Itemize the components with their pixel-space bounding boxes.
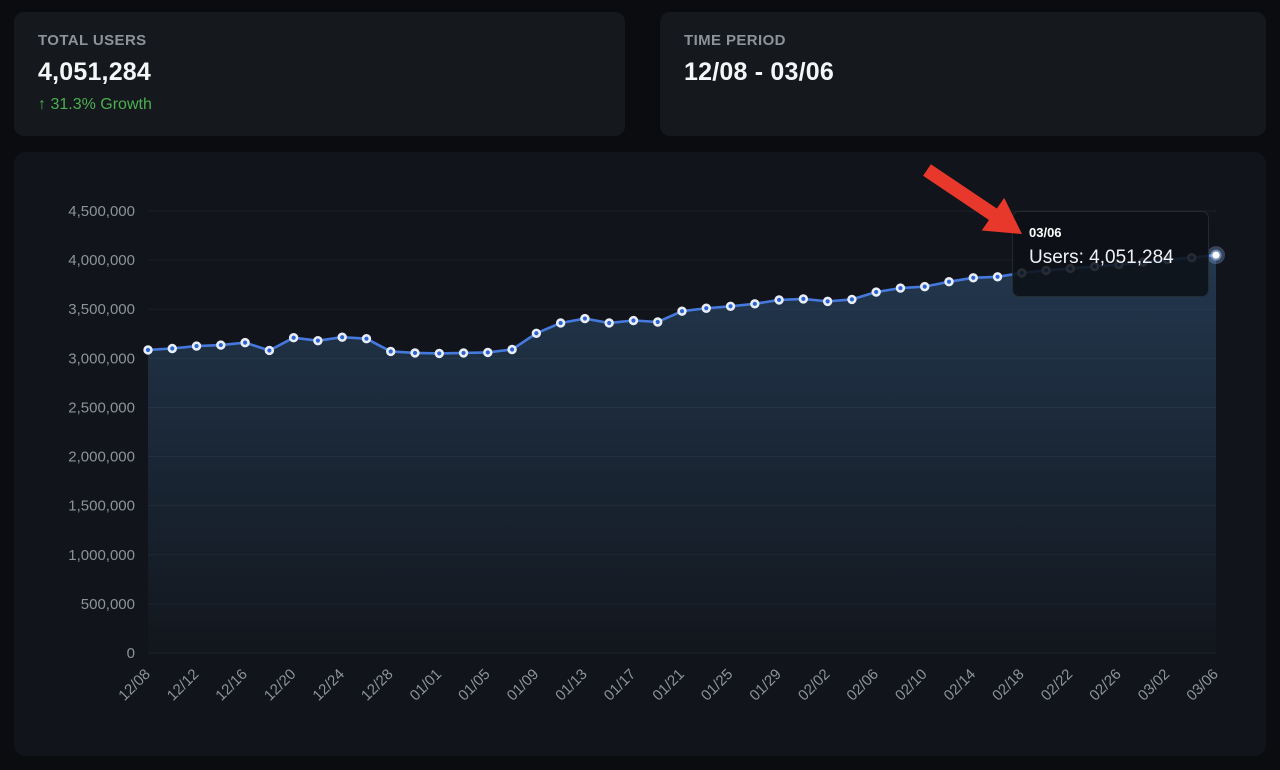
svg-text:2,000,000: 2,000,000 [68,449,135,466]
time-period-label: TIME PERIOD [684,32,786,49]
growth-up-arrow-icon: ↑ [38,96,46,113]
users-area-chart[interactable]: 0 500,000 1,000,000 1,500,000 2,000,000 2,500… [14,152,1266,756]
svg-text:03/06: 03/06 [1183,666,1222,705]
svg-text:3,500,000: 3,500,000 [68,301,135,318]
svg-text:12/08: 12/08 [115,666,154,705]
growth-text: 31.3% Growth [50,96,152,113]
svg-text:02/18: 02/18 [989,666,1028,705]
svg-text:01/13: 01/13 [552,666,591,705]
svg-text:0: 0 [127,645,135,662]
tooltip-date: 03/06 [1029,225,1062,240]
svg-text:02/06: 02/06 [843,666,882,705]
svg-text:01/29: 01/29 [746,666,785,705]
svg-text:01/25: 01/25 [698,666,737,705]
svg-text:02/10: 02/10 [892,666,931,705]
svg-text:4,500,000: 4,500,000 [68,203,135,220]
svg-text:3,000,000: 3,000,000 [68,350,135,367]
svg-text:01/21: 01/21 [649,666,688,705]
svg-text:02/26: 02/26 [1086,666,1125,705]
time-period-value: 12/08 - 03/06 [684,58,834,86]
svg-text:12/12: 12/12 [164,666,203,705]
time-period-card: TIME PERIOD 12/08 - 03/06 [660,12,1266,136]
svg-text:02/02: 02/02 [795,666,834,705]
svg-text:02/22: 02/22 [1038,666,1077,705]
stats-cards-row: TOTAL USERS 4,051,284 ↑ 31.3% Growth TIM… [14,12,1266,136]
svg-text:12/16: 12/16 [212,666,251,705]
total-users-card: TOTAL USERS 4,051,284 ↑ 31.3% Growth [14,12,625,136]
svg-text:1,500,000: 1,500,000 [68,498,135,515]
total-users-label: TOTAL USERS [38,32,147,49]
svg-text:500,000: 500,000 [81,596,135,613]
tooltip-users-value: Users: 4,051,284 [1029,247,1174,268]
svg-text:12/20: 12/20 [261,666,300,705]
svg-text:1,000,000: 1,000,000 [68,547,135,564]
svg-text:01/05: 01/05 [455,666,494,705]
svg-text:12/24: 12/24 [309,666,348,705]
users-chart-panel: 0 500,000 1,000,000 1,500,000 2,000,000 2,500… [14,152,1266,756]
svg-text:02/14: 02/14 [941,666,980,705]
growth-indicator: ↑ 31.3% Growth [38,96,601,114]
chart-tooltip: 03/06 Users: 4,051,284 [1012,211,1209,297]
svg-text:4,000,000: 4,000,000 [68,252,135,269]
svg-text:01/17: 01/17 [601,666,640,705]
svg-text:2,500,000: 2,500,000 [68,399,135,416]
svg-text:03/02: 03/02 [1135,666,1174,705]
svg-text:12/28: 12/28 [358,666,397,705]
svg-text:01/01: 01/01 [407,666,446,705]
total-users-value: 4,051,284 [38,58,152,86]
svg-text:01/09: 01/09 [504,666,543,705]
